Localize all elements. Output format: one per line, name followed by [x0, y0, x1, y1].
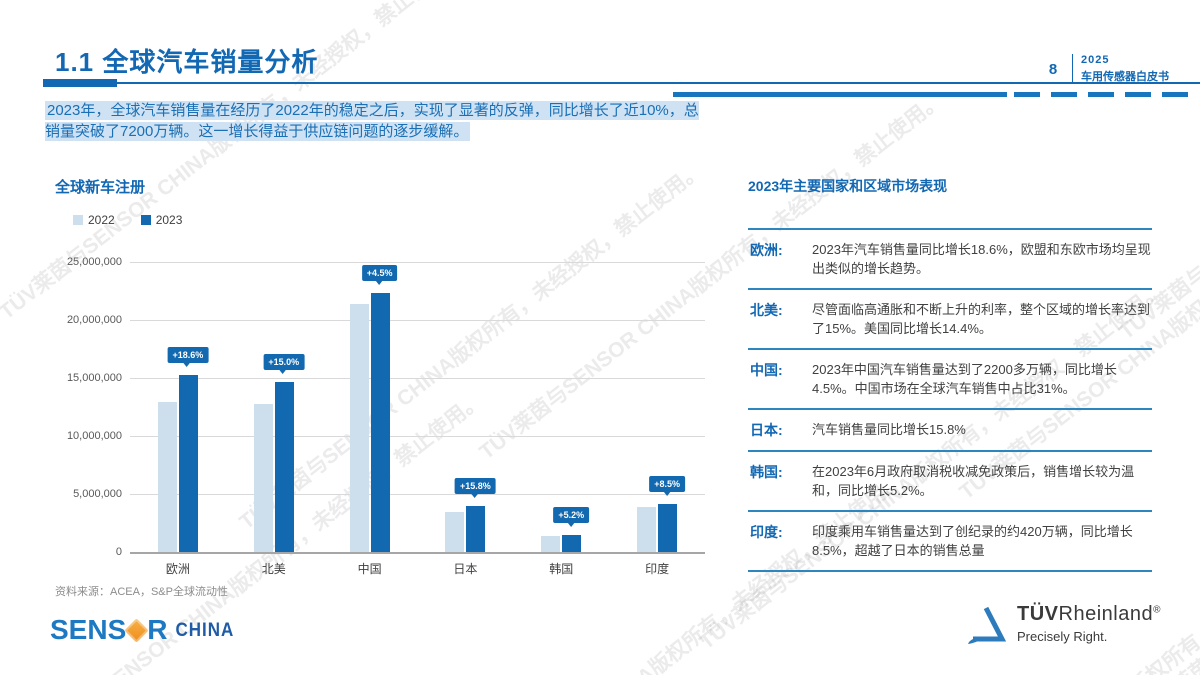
x-axis-label-北美: 北美	[261, 562, 286, 576]
region-text: 尽管面临高通胀和不断上升的利率，整个区域的增长率达到了15%。美国同比增长14.…	[812, 302, 1151, 336]
gridline	[130, 378, 705, 379]
y-axis-tick-label: 10,000,000	[66, 430, 122, 442]
y-axis-tick-label: 20,000,000	[66, 314, 122, 326]
bar-2022-中国	[349, 303, 369, 552]
market-table: 2023年主要国家和区域市场表现 欧洲: 2023年汽车销售量同比增长18.6%，…	[748, 176, 1152, 572]
title-underline-thick	[43, 79, 117, 87]
legend-item-2023: 2023	[140, 213, 183, 227]
legend-swatch-icon	[140, 215, 151, 225]
bar-2022-日本	[445, 511, 465, 552]
growth-callout-北美: +15.0%	[263, 353, 305, 374]
gridline	[130, 494, 705, 495]
region-label: 北美:	[750, 302, 783, 318]
growth-callout-中国: +4.5%	[361, 264, 398, 285]
growth-callout-日本: +15.8%	[455, 477, 496, 498]
doc-title: 车用传感器白皮书	[1081, 71, 1169, 83]
legend-label: 2022	[88, 213, 115, 227]
bar-2023-北美	[274, 381, 294, 552]
chart-legend: 2022 2023	[73, 213, 182, 227]
bar-2022-北美	[253, 404, 273, 552]
chart-title: 全球新车注册	[55, 179, 146, 196]
bar-2023-日本	[466, 505, 486, 552]
x-axis-label-日本: 日本	[453, 562, 478, 576]
bar-2022-韩国	[541, 535, 561, 552]
sensor-diamond-icon	[124, 617, 149, 643]
title-underline-thin	[117, 82, 1200, 84]
table-row: 日本: 汽车销售量同比增长15.8%	[748, 408, 1152, 450]
gridline	[130, 552, 705, 554]
plot-area: +18.6% 欧洲 +15.0% 北美 +4.5% 中国 +15.8% 日本 +5.2% 韩国 +8…	[130, 262, 705, 576]
bar-2022-印度	[637, 507, 657, 552]
region-label: 欧洲:	[750, 242, 783, 258]
region-text: 印度乘用车销售量达到了创纪录的约420万辆，同比增长8.5%，超越了日本的销售总…	[812, 524, 1133, 558]
sensor-china-logo: SENS R CHINA	[50, 614, 234, 646]
legend-swatch-icon	[73, 215, 83, 225]
intro-highlighted-text: 2023年，全球汽车销售量在经历了2022年的稳定之后，实现了显著的反弹，同比增…	[45, 101, 699, 141]
gridline	[130, 436, 705, 437]
region-text: 2023年汽车销售量同比增长18.6%，欧盟和东欧市场均呈现出类似的增长趋势。	[812, 242, 1151, 276]
bar-2023-中国	[370, 292, 390, 552]
y-axis-tick-label: 5,000,000	[73, 488, 122, 500]
tuv-triangle-icon	[965, 603, 1007, 652]
x-axis-label-中国: 中国	[357, 562, 382, 576]
page-number-block: 8 2025 车用传感器白皮书	[1040, 54, 1169, 84]
table-row: 中国: 2023年中国汽车销售量达到了2200多万辆，同比增长4.5%。中国市场在…	[748, 348, 1152, 408]
region-text: 汽车销售量同比增长15.8%	[812, 422, 966, 437]
tuv-registered-mark: ®	[1153, 604, 1161, 616]
y-axis-tick-label: 15,000,000	[66, 372, 122, 384]
legend-item-2022: 2022	[73, 213, 115, 227]
table-row: 欧洲: 2023年汽车销售量同比增长18.6%，欧盟和东欧市场均呈现出类似的增长趋…	[748, 228, 1152, 288]
doc-year: 2025	[1081, 54, 1110, 66]
source-note: 资料来源：ACEA，S&P全球流动性	[55, 586, 228, 598]
y-axis-tick-label: 0	[115, 546, 122, 558]
legend-label: 2023	[155, 213, 183, 227]
region-label: 日本:	[750, 422, 783, 438]
intro-paragraph: 2023年，全球汽车销售量在经历了2022年的稳定之后，实现了显著的反弹，同比增…	[45, 100, 700, 142]
growth-callout-欧洲: +18.6%	[167, 346, 209, 367]
tuv-brand-text: TÜVRheinland®	[1017, 603, 1161, 626]
region-text: 在2023年6月政府取消税收减免政策后，销售增长较为温和，同比增长5.2%。	[812, 464, 1135, 498]
gridline	[130, 320, 705, 321]
gridline	[130, 262, 705, 263]
region-label: 中国:	[750, 362, 783, 378]
growth-callout-印度: +8.5%	[649, 475, 685, 496]
growth-callout-韩国: +5.2%	[553, 506, 590, 527]
sensor-text-sens: SENS	[50, 614, 127, 645]
region-label: 韩国:	[750, 464, 783, 480]
sensor-wordmark: SENS R	[50, 614, 167, 646]
page-number: 8	[1048, 60, 1058, 78]
doc-meta: 2025 车用传感器白皮书	[1081, 54, 1169, 84]
bar-2022-欧洲	[157, 402, 177, 552]
tuv-text-block: TÜVRheinland® Precisely Right.	[1017, 603, 1161, 644]
tuv-rest: Rheinland	[1058, 603, 1154, 625]
x-axis-label-印度: 印度	[645, 562, 670, 576]
table-row: 印度: 印度乘用车销售量达到了创纪录的约420万辆，同比增长8.5%，超越了日本的…	[748, 510, 1152, 572]
table-row: 北美: 尽管面临高通胀和不断上升的利率，整个区域的增长率达到了15%。美国同比增长…	[748, 288, 1152, 348]
tuv-rheinland-logo: TÜVRheinland® Precisely Right.	[965, 603, 1161, 652]
market-table-rows: 欧洲: 2023年汽车销售量同比增长18.6%，欧盟和东欧市场均呈现出类似的增长趋…	[748, 228, 1152, 572]
sensor-text-china: CHINA	[175, 618, 235, 641]
bar-2023-印度	[658, 503, 678, 552]
region-text: 2023年中国汽车销售量达到了2200多万辆，同比增长4.5%。中国市场在全球汽…	[812, 362, 1117, 396]
table-row: 韩国: 在2023年6月政府取消税收减免政策后，销售增长较为温和，同比增长5.2%…	[748, 450, 1152, 510]
tuv-bold: TÜV	[1017, 603, 1059, 625]
y-axis-labels: 0 5,000,000 10,000,000 15,000,000 20,000,000…	[0, 256, 122, 562]
y-axis-tick-label: 25,000,000	[66, 256, 122, 268]
market-table-title: 2023年主要国家和区域市场表现	[748, 178, 948, 194]
x-axis-label-欧洲: 欧洲	[165, 562, 190, 576]
page-title: 1.1 全球汽车销量分析	[55, 47, 319, 77]
region-label: 印度:	[750, 524, 783, 540]
tuv-tagline: Precisely Right.	[1017, 629, 1108, 644]
page-number-divider	[1072, 54, 1073, 84]
bar-2023-韩国	[562, 534, 582, 552]
x-axis-label-韩国: 韩国	[549, 562, 574, 576]
sensor-text-r: R	[147, 614, 168, 645]
header-decor-dashes	[1014, 92, 1192, 97]
bar-2023-欧洲	[178, 374, 198, 552]
header-decor-line	[673, 92, 1007, 97]
